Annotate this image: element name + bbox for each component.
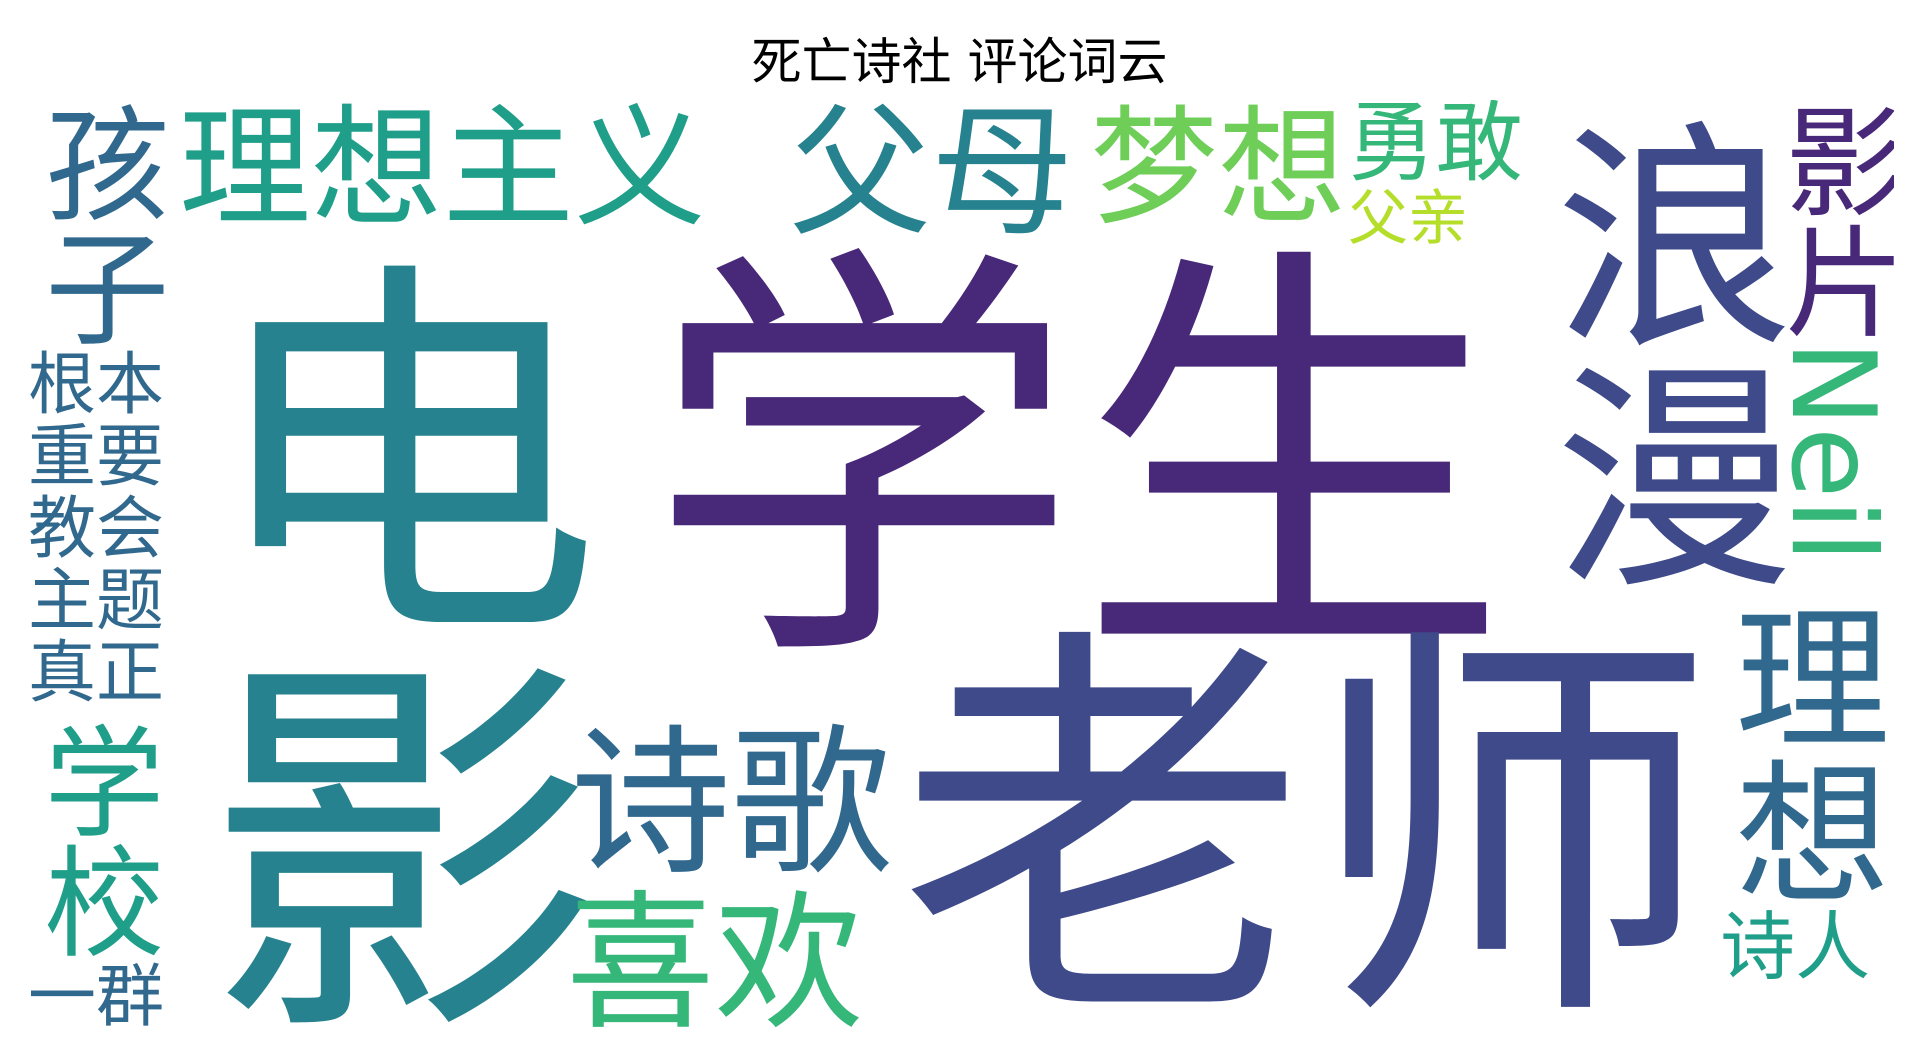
word-31: 学校 bbox=[28, 720, 164, 961]
word-33: Neil bbox=[1765, 340, 1894, 563]
chart-title: 死亡诗社 评论词云 bbox=[751, 33, 1168, 91]
word-2: 电影 bbox=[136, 249, 597, 1040]
word-18: 梦想 bbox=[1090, 100, 1347, 243]
word-1: 老师 bbox=[898, 597, 1715, 1040]
word-16: 父母 bbox=[789, 100, 1074, 256]
word-35: 勇敢 bbox=[1348, 100, 1523, 194]
word-cloud-canvas: 学生老师电影浪漫captain人生现实教育结局船长虽然尼尔结尾死亡诗歌理想喜欢父… bbox=[28, 100, 1894, 1040]
word-113: 父亲 bbox=[1348, 184, 1468, 254]
word-81: 真正 bbox=[28, 634, 165, 713]
word-55: 根本 bbox=[28, 346, 165, 425]
word-0: 学生 bbox=[648, 215, 1508, 715]
word-22: 孩子 bbox=[28, 100, 168, 349]
word-32: 影片 bbox=[1764, 100, 1894, 341]
word-17: 理想主义 bbox=[179, 100, 706, 246]
word-14: 理想 bbox=[1707, 598, 1889, 908]
word-79: 教会 bbox=[28, 490, 165, 569]
word-38: 诗人 bbox=[1720, 903, 1871, 991]
word-83: 一群 bbox=[28, 958, 165, 1037]
word-78: 重要 bbox=[28, 418, 165, 497]
word-80: 主题 bbox=[28, 562, 165, 641]
word-3: 浪漫 bbox=[1513, 113, 1794, 594]
word-15: 喜欢 bbox=[566, 878, 864, 1040]
word-13: 诗歌 bbox=[570, 710, 892, 897]
